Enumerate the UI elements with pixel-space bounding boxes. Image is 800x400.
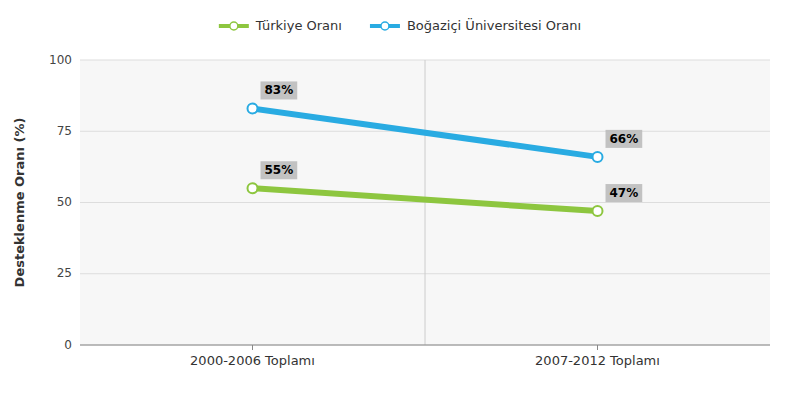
legend-marker [381, 22, 389, 30]
data-label-box [261, 81, 298, 99]
point [593, 206, 603, 216]
data-label-box [606, 184, 643, 202]
background [0, 0, 800, 400]
x-tick [252, 345, 253, 350]
series-line [253, 108, 598, 156]
y-tick-label: 25 [57, 266, 72, 280]
chart: 0 25 50 75 100 2000-2006 Toplamı 2007-2012 Top… [0, 0, 800, 400]
data-label: 47% [610, 186, 639, 200]
data-label-box [261, 161, 298, 179]
legend-label: Türkiye Oranı [255, 18, 342, 33]
point [593, 152, 603, 162]
legend-item: Türkiye Oranı [219, 18, 342, 33]
data-label-group: 83% [261, 81, 298, 99]
legend-label: Boğaziçi Üniversitesi Oranı [407, 17, 581, 33]
x-tick-label: 2007-2012 Toplamı [535, 353, 660, 368]
grid-line [80, 345, 770, 346]
y-axis-label: Desteklenme Oranı (%) [12, 118, 27, 288]
data-label-group: 55% [261, 161, 298, 179]
point [248, 183, 258, 193]
legend-marker [230, 22, 238, 30]
data-labels: 55% 47% 83% 66% [261, 81, 643, 202]
y-tick-label: 75 [57, 124, 72, 138]
data-label-box [606, 130, 643, 148]
data-label: 55% [265, 163, 294, 177]
data-label: 83% [265, 83, 294, 97]
data-label-group: 66% [606, 130, 643, 148]
x-tick [597, 345, 598, 350]
legend-item: Boğaziçi Üniversitesi Oranı [370, 17, 581, 33]
x-axis [80, 345, 770, 346]
y-tick-label: 50 [57, 195, 72, 209]
y-tick-label: 0 [64, 338, 72, 352]
legend: Türkiye Oranı Boğaziçi Üniversitesi Oranı [219, 17, 581, 33]
data-label: 66% [610, 132, 639, 146]
data-label-group: 47% [606, 184, 643, 202]
marks [248, 103, 603, 216]
point [248, 103, 258, 113]
series-line [253, 188, 598, 211]
x-tick-label: 2000-2006 Toplamı [190, 353, 315, 368]
plot-area [80, 60, 770, 345]
y-tick-label: 100 [49, 53, 72, 67]
